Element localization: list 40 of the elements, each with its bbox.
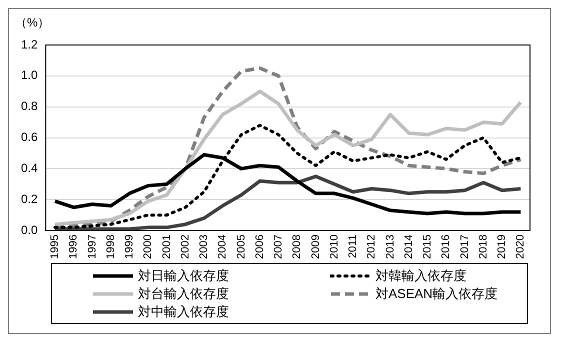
x-tick-label: 2015 bbox=[422, 234, 434, 260]
x-tick-label: 2006 bbox=[254, 234, 266, 260]
y-tick-label: 1.0 bbox=[20, 68, 38, 82]
x-tick-label: 2016 bbox=[440, 234, 452, 260]
x-tick-label: 2012 bbox=[366, 234, 378, 260]
x-tick-label: 2020 bbox=[514, 234, 527, 260]
x-tick-label: 1997 bbox=[86, 234, 98, 260]
x-tick-label: 2018 bbox=[477, 234, 490, 260]
x-tick-label: 2011 bbox=[347, 234, 360, 258]
y-tick-label: 0.2 bbox=[20, 192, 38, 206]
x-tick-label: 2004 bbox=[216, 234, 229, 260]
x-tick-label: 1998 bbox=[104, 234, 117, 260]
x-tick-label: 2009 bbox=[310, 234, 322, 260]
y-tick-label: 0.0 bbox=[20, 222, 38, 237]
y-axis-title: （%） bbox=[15, 15, 50, 30]
x-tick-label: 2019 bbox=[496, 234, 508, 260]
x-tick-label: 2008 bbox=[291, 234, 304, 260]
x-tick-label: 2002 bbox=[179, 234, 192, 260]
x-tick-label: 1995 bbox=[49, 234, 62, 260]
x-tick-label: 2000 bbox=[142, 234, 154, 260]
x-tick-label: 1996 bbox=[68, 234, 80, 260]
x-tick-label: 2010 bbox=[328, 234, 340, 260]
legend-label: 対ASEAN輸入依存度 bbox=[376, 285, 498, 303]
legend-label: 対日輸入依存度 bbox=[138, 267, 229, 285]
legend-label: 対韓輸入依存度 bbox=[376, 267, 466, 285]
y-tick-label: 0.6 bbox=[20, 130, 38, 144]
x-tick-label: 2013 bbox=[384, 234, 396, 260]
y-tick-label: 1.2 bbox=[20, 37, 38, 52]
y-tick-label: 0.8 bbox=[20, 99, 38, 114]
x-tick-label: 2001 bbox=[160, 234, 173, 260]
x-tick-label: 2007 bbox=[272, 234, 285, 260]
x-tick-label: 2014 bbox=[402, 234, 415, 260]
x-tick-label: 2005 bbox=[235, 234, 248, 260]
line-series bbox=[53, 124, 522, 229]
legend-label: 対台輸入依存度 bbox=[138, 285, 229, 303]
x-tick-label: 1999 bbox=[124, 234, 136, 260]
y-tick-label: 0.4 bbox=[20, 161, 38, 175]
legend-label: 対中輸入依存度 bbox=[138, 303, 229, 321]
x-tick-label: 2017 bbox=[458, 234, 471, 260]
x-tick-label: 2003 bbox=[198, 234, 210, 260]
